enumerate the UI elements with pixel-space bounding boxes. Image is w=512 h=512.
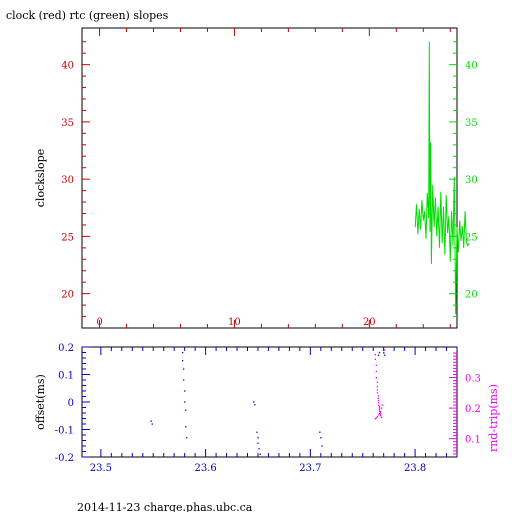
bottom-x-tick-label: 23.6 — [194, 463, 216, 474]
offset-point — [256, 431, 258, 433]
roundtrip-point — [384, 349, 386, 351]
roundtrip-point — [377, 402, 380, 404]
roundtrip-point — [377, 397, 380, 399]
top-y-tick-label-left: 20 — [61, 290, 74, 301]
offset-point — [183, 379, 185, 381]
bottom-left-y-axis-label: offset(ms) — [34, 374, 47, 430]
offset-point — [257, 437, 259, 439]
offset-point — [378, 351, 381, 354]
offset-point — [151, 423, 153, 425]
rtc-slope-line — [414, 41, 470, 315]
bottom-y-tick-label-left: -0.1 — [55, 426, 74, 437]
top-x-tick-label: 10 — [228, 317, 241, 328]
bottom-y-tick-label-left: 0.2 — [58, 343, 74, 354]
offset-point — [259, 453, 261, 455]
roundtrip-point — [377, 404, 380, 406]
bottom-x-tick-label: 23.8 — [404, 463, 426, 474]
offset-point — [258, 448, 260, 450]
roundtrip-point — [376, 416, 379, 418]
roundtrip-point — [375, 417, 377, 419]
offset-point — [182, 360, 184, 362]
top-series — [414, 41, 470, 315]
offset-point — [185, 409, 187, 411]
offset-point — [186, 437, 188, 439]
roundtrip-point — [375, 377, 377, 379]
roundtrip-point — [379, 415, 382, 417]
top-x-tick-label: 20 — [363, 317, 376, 328]
bottom-y-tick-label-left: -0.2 — [55, 453, 74, 464]
top-ticks: 0 10 20 20 25 30 35 40 20 25 30 35 40 — [61, 28, 478, 328]
offset-point — [150, 420, 152, 422]
offset-point — [254, 404, 256, 406]
roundtrip-point — [376, 392, 379, 394]
bottom-series — [150, 349, 386, 455]
top-y-tick-label-left: 30 — [61, 175, 74, 186]
offset-point — [377, 354, 380, 356]
top-y-tick-label-left: 25 — [61, 232, 74, 243]
roundtrip-point — [379, 413, 382, 415]
bottom-ticks: 23.5 23.6 23.7 23.8 -0.2 -0.1 0 0.1 0.2 0.1 0.2 0.3 — [55, 343, 481, 474]
bottom-y-tick-label-left: 0 — [68, 398, 74, 409]
roundtrip-point — [378, 413, 381, 415]
offset-point — [183, 368, 185, 370]
offset-point — [182, 351, 184, 354]
bottom-y-tick-label-right: 0.1 — [465, 435, 481, 446]
roundtrip-point — [377, 399, 380, 402]
top-panel: 0 10 20 20 25 30 35 40 20 25 30 35 40 clockslope — [34, 27, 478, 329]
roundtrip-point — [375, 370, 377, 373]
top-y-tick-label-right: 30 — [465, 175, 478, 186]
bottom-x-tick-label: 23.7 — [299, 463, 321, 474]
roundtrip-point — [382, 404, 384, 406]
offset-point — [184, 390, 186, 392]
roundtrip-point — [379, 412, 382, 414]
roundtrip-point — [378, 406, 381, 408]
roundtrip-point — [376, 389, 379, 391]
top-plot-frame — [81, 27, 458, 329]
offset-point — [384, 354, 386, 356]
bottom-panel: 23.5 23.6 23.7 23.8 -0.2 -0.1 0 0.1 0.2 0.1 0.2 0.3… — [34, 343, 500, 474]
offset-point — [257, 442, 259, 444]
roundtrip-point — [381, 416, 383, 418]
roundtrip-point — [377, 414, 380, 416]
bottom-x-tick-label: 23.5 — [90, 463, 112, 474]
roundtrip-point — [379, 411, 382, 413]
roundtrip-point — [383, 352, 385, 354]
top-y-tick-label-right: 20 — [465, 290, 478, 301]
roundtrip-point — [376, 381, 379, 383]
roundtrip-point — [375, 364, 377, 366]
roundtrip-point — [374, 354, 376, 356]
offset-point — [319, 431, 321, 433]
roundtrip-point — [376, 386, 379, 388]
roundtrip-point — [374, 358, 376, 360]
top-x-tick-label: 0 — [96, 317, 102, 328]
chart-title: clock (red) rtc (green) slopes — [6, 9, 169, 22]
roundtrip-point — [378, 409, 381, 411]
offset-point — [253, 401, 255, 403]
top-y-tick-label-left: 35 — [61, 118, 74, 129]
top-y-tick-label-right: 35 — [465, 118, 478, 129]
bottom-y-tick-label-right: 0.3 — [465, 374, 481, 385]
bottom-y-tick-label-left: 0.1 — [58, 371, 74, 382]
roundtrip-point — [374, 418, 376, 420]
top-y-axis-label: clockslope — [34, 149, 47, 207]
roundtrip-point — [378, 410, 381, 412]
footer-text: 2014-11-23 charge.phas.ubc.ca — [77, 501, 253, 512]
roundtrip-point — [378, 407, 381, 409]
roundtrip-point — [381, 407, 383, 409]
offset-point — [184, 401, 186, 403]
offset-point — [320, 437, 322, 439]
bottom-plot-frame — [81, 346, 458, 458]
offset-point — [185, 426, 187, 428]
offset-point — [321, 445, 323, 447]
top-y-tick-label-left: 40 — [61, 61, 74, 72]
top-y-tick-label-right: 40 — [465, 61, 478, 72]
bottom-y-tick-label-right: 0.2 — [465, 404, 481, 415]
top-y-tick-label-right: 25 — [465, 232, 478, 243]
bottom-right-y-axis-label: rnd-trip(ms) — [487, 384, 500, 452]
roundtrip-point — [377, 395, 380, 397]
